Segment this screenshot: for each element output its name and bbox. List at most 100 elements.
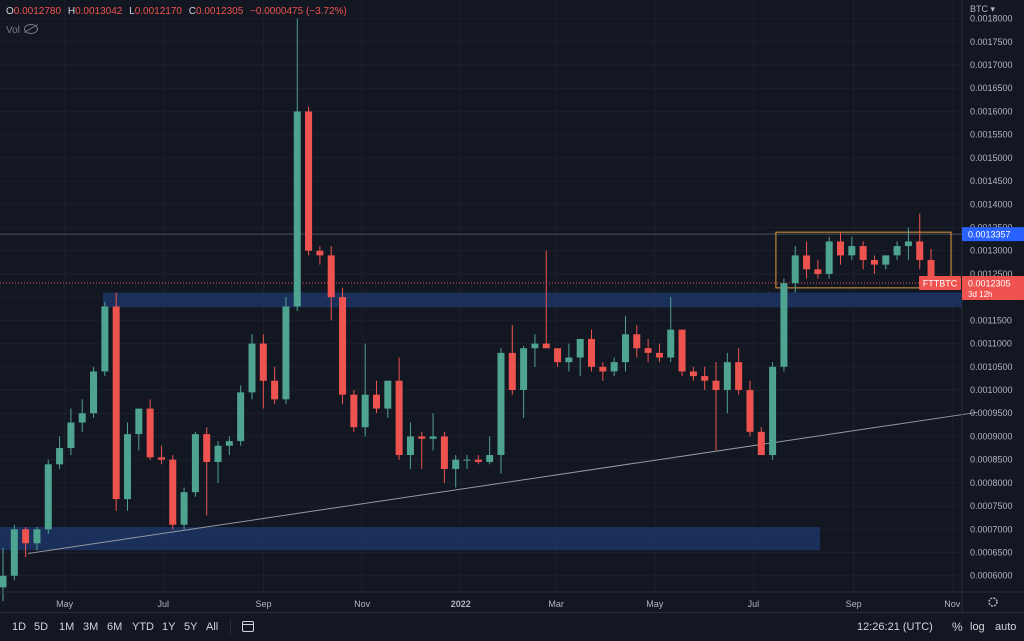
candle-body <box>870 260 878 265</box>
symbol-label: FTTBTC <box>923 278 958 288</box>
last-price-label: 0.0012305 <box>968 278 1011 288</box>
candle-body <box>33 529 41 544</box>
candle-body <box>780 283 788 367</box>
candle-body <box>203 434 211 462</box>
time-tick-label: Jul <box>158 599 170 609</box>
currency-selector[interactable]: BTC ▾ <box>970 4 996 14</box>
candle-body <box>259 343 267 381</box>
support-zone <box>0 526 820 551</box>
percent-toggle[interactable]: % <box>952 620 963 634</box>
price-tick-label: 0.0007000 <box>970 524 1013 534</box>
timeframe-1d[interactable]: 1D <box>12 621 27 633</box>
candle-body <box>474 459 482 462</box>
candle-body <box>565 357 573 363</box>
auto-toggle[interactable]: auto <box>995 621 1017 633</box>
time-axis[interactable]: May Jul Sep Nov 2022 Mar May Jul Sep Nov <box>0 591 1024 609</box>
timeframe-1y[interactable]: 1Y <box>162 621 176 633</box>
candle-body <box>22 529 30 544</box>
candle-body <box>655 352 663 358</box>
candle-body <box>90 371 98 414</box>
price-tick-label: 0.0017500 <box>970 37 1013 47</box>
timeframe-ytd[interactable]: YTD <box>132 621 154 633</box>
price-axis[interactable]: 0.0006000 0.0006500 0.0007000 0.0007500 0.00… <box>961 0 1013 612</box>
timeframe-5y[interactable]: 5Y <box>184 621 198 633</box>
candle-body <box>723 362 731 391</box>
price-tick-label: 0.0016000 <box>970 106 1013 116</box>
timeframe-6m[interactable]: 6M <box>107 621 123 633</box>
candle-body <box>440 436 448 469</box>
candle-body <box>825 241 833 274</box>
time-tick-label: Nov <box>354 599 371 609</box>
countdown-label: 3d 12h <box>968 290 992 299</box>
change-value: −0.0000475 (−3.72%) <box>250 6 347 17</box>
open-label: O <box>6 6 14 17</box>
price-tick-label: 0.0007500 <box>970 501 1013 511</box>
price-tick-label: 0.0008000 <box>970 478 1013 488</box>
low-value: 0.0012170 <box>134 6 182 17</box>
price-tick-label: 0.0010500 <box>970 362 1013 372</box>
candle-body <box>859 246 867 261</box>
candle-body <box>248 343 256 393</box>
volume-label: Vol <box>6 25 20 36</box>
price-tick-label: 0.0009500 <box>970 408 1013 418</box>
candle-body <box>180 492 188 525</box>
candle-body <box>395 380 403 456</box>
candle-body <box>384 380 392 409</box>
candle-body <box>520 348 528 391</box>
timeframe-all[interactable]: All <box>206 621 219 633</box>
level-price-tag <box>962 227 1024 242</box>
log-toggle[interactable]: log <box>970 621 985 633</box>
candle-body <box>191 434 199 493</box>
price-tick-label: 0.0017000 <box>970 60 1013 70</box>
timeframe-3m[interactable]: 3M <box>83 621 99 633</box>
time-tick-label: May <box>56 599 74 609</box>
candle-body <box>452 459 460 469</box>
candle-body <box>305 111 313 251</box>
candle-body <box>293 111 301 307</box>
time-tick-label: Nov <box>944 599 961 609</box>
candle-body <box>667 329 675 358</box>
price-tick-label: 0.0015500 <box>970 130 1013 140</box>
price-tick-label: 0.0009000 <box>970 431 1013 441</box>
candle-body <box>372 394 380 409</box>
candle-body <box>169 459 177 525</box>
candle-body <box>746 390 754 432</box>
price-tick-label: 0.0011500 <box>970 315 1012 325</box>
range-box <box>775 231 952 289</box>
candle-body <box>237 392 245 442</box>
price-tick-label: 0.0006000 <box>970 571 1013 581</box>
candle-body <box>135 408 143 435</box>
utc-clock[interactable]: 12:26:21 (UTC) <box>857 621 933 633</box>
candle-body <box>803 255 811 270</box>
price-tick-label: 0.0006500 <box>970 548 1013 558</box>
candle-body <box>735 362 743 391</box>
high-value: 0.0013042 <box>75 6 123 17</box>
candle-body <box>316 250 324 256</box>
candle-body <box>271 380 279 400</box>
annotation-lines <box>0 231 978 554</box>
candle-body <box>882 255 890 265</box>
price-tick-label: 0.0014000 <box>970 199 1013 209</box>
candle-body <box>214 445 222 462</box>
gear-icon <box>988 597 998 607</box>
volume-legend[interactable]: Vol <box>6 23 38 36</box>
last-price-tag <box>962 275 1024 300</box>
candle-body <box>927 260 935 283</box>
timeframe-1m[interactable]: 1M <box>59 621 75 633</box>
time-tick-label: Mar <box>548 599 564 609</box>
eye-hidden-icon[interactable] <box>23 24 38 34</box>
timeframe-5d[interactable]: 5D <box>34 621 49 633</box>
candle-body <box>78 413 86 423</box>
low-label: L <box>129 6 135 17</box>
candle-body <box>542 343 550 349</box>
candle-body <box>10 529 18 576</box>
candle-body <box>112 306 120 500</box>
candle-body <box>361 394 369 428</box>
price-tick-label: 0.0008500 <box>970 455 1013 465</box>
time-tick-label: Sep <box>846 599 862 609</box>
calendar-icon[interactable] <box>242 621 254 632</box>
time-tick-label: 2022 <box>451 599 471 609</box>
level-price-label: 0.0013357 <box>968 230 1011 240</box>
price-chart[interactable]: 0.0006000 0.0006500 0.0007000 0.0007500 0.00… <box>0 0 1024 612</box>
candle-body <box>406 436 414 456</box>
